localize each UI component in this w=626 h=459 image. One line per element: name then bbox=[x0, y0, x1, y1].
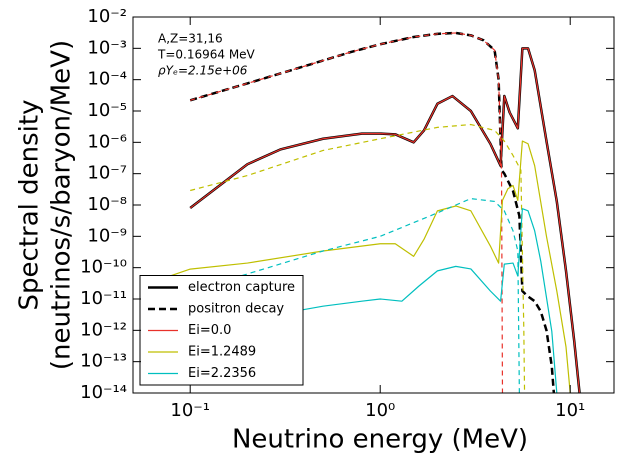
annotation: T=0.16964 MeV bbox=[157, 48, 256, 62]
y-tick-label: 10⁻¹² bbox=[80, 319, 127, 340]
x-tick-label: 10¹ bbox=[555, 400, 585, 421]
y-tick-label: 10⁻¹¹ bbox=[80, 288, 127, 309]
legend-label: Ei=0.0 bbox=[188, 323, 231, 338]
y-tick-label: 10⁻³ bbox=[87, 37, 127, 58]
y-tick-label: 10⁻⁵ bbox=[87, 100, 127, 121]
series-line bbox=[160, 140, 571, 393]
x-axis-label: Neutrino energy (MeV) bbox=[232, 425, 528, 455]
series-line bbox=[189, 31, 556, 393]
y-tick-label: 10⁻⁹ bbox=[87, 225, 127, 246]
y-tick-label: 10⁻¹³ bbox=[80, 351, 127, 372]
y-tick-label: 10⁻⁶ bbox=[87, 131, 127, 152]
y-tick-label: 10⁻¹⁴ bbox=[80, 382, 127, 403]
series-line bbox=[189, 47, 581, 393]
series-line bbox=[190, 32, 504, 393]
series-line bbox=[190, 198, 520, 393]
y-tick-label: 10⁻⁴ bbox=[87, 69, 127, 90]
y-tick-label: 10⁻¹⁰ bbox=[80, 257, 127, 278]
legend-label: electron capture bbox=[188, 280, 295, 295]
y-axis-label: (neutrinos/s/baryon/MeV) bbox=[47, 40, 77, 370]
annotation: ρYₑ=2.15e+06 bbox=[158, 64, 248, 78]
x-tick-label: 10⁰ bbox=[365, 400, 395, 421]
series-line bbox=[160, 208, 558, 393]
lines bbox=[160, 31, 581, 393]
y-axis-label: Spectral density bbox=[15, 100, 45, 311]
x-tick-label: 10⁻¹ bbox=[170, 400, 210, 421]
legend-label: Ei=2.2356 bbox=[188, 366, 256, 381]
annotation: A,Z=31,16 bbox=[158, 32, 223, 46]
y-tick-label: 10⁻⁸ bbox=[87, 194, 127, 215]
series-line bbox=[190, 123, 526, 393]
legend: electron capture positron decay Ei=0.0 Ei=1… bbox=[139, 275, 304, 386]
y-tick-label: 10⁻⁷ bbox=[87, 163, 127, 184]
y-tick-label: 10⁻² bbox=[87, 6, 127, 27]
legend-label: Ei=1.2489 bbox=[188, 345, 256, 360]
legend-label: positron decay bbox=[188, 302, 284, 317]
